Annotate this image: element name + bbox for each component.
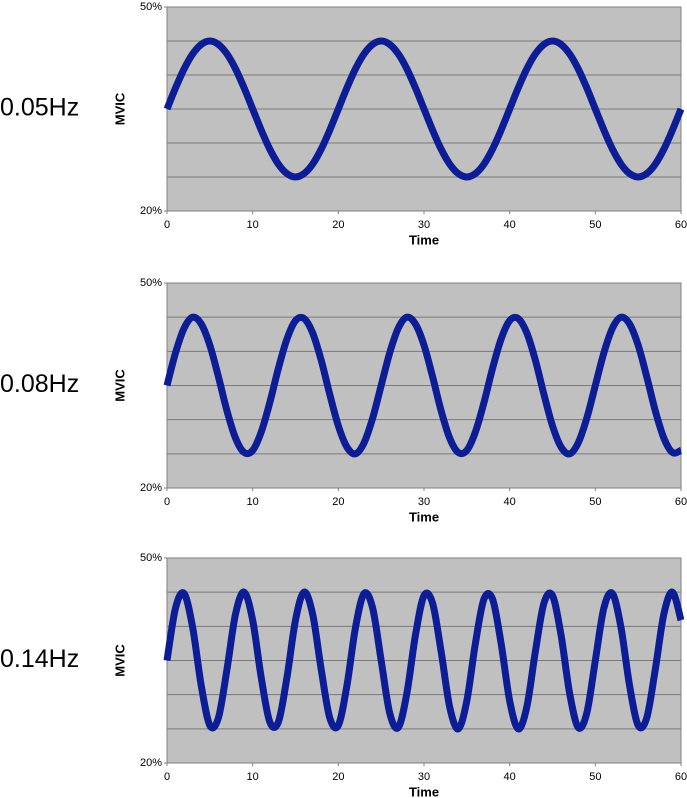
chart-panel: 20% 50% 0 10 20 30 40 50 60 Time MVIC 0.14Hz: [0, 552, 687, 798]
data-line: [163, 313, 683, 458]
x-tick-label: 30: [418, 771, 430, 783]
chart-panel: 20% 50% 0 10 20 30 40 50 60 Time MVIC 0.08Hz: [0, 277, 687, 525]
x-tick-label: 40: [504, 219, 516, 231]
data-line: [163, 588, 685, 733]
x-tick-label: 60: [675, 771, 687, 783]
y-tick-label: 50%: [140, 1, 162, 13]
x-tick-label: 50: [589, 771, 601, 783]
y-tick-label: 50%: [140, 277, 162, 289]
x-tick-label: 20: [332, 771, 344, 783]
data-line: [163, 37, 685, 181]
x-tick-label: 50: [589, 219, 601, 231]
x-axis-title: Time: [409, 509, 439, 524]
x-tick-label: 20: [332, 219, 344, 231]
x-tick-label: 60: [675, 219, 687, 231]
x-axis-title: Time: [409, 232, 439, 247]
y-axis-title: MVIC: [112, 92, 127, 125]
y-axis-title: MVIC: [112, 644, 127, 677]
y-tick-label: 20%: [140, 205, 162, 217]
y-tick-label: 50%: [140, 552, 162, 564]
y-axis-title: MVIC: [112, 369, 127, 402]
x-tick-label: 40: [504, 496, 516, 508]
x-tick-label: 30: [418, 496, 430, 508]
x-tick-label: 10: [247, 771, 259, 783]
x-tick-label: 10: [247, 219, 259, 231]
x-tick-label: 40: [504, 771, 516, 783]
x-tick-label: 30: [418, 219, 430, 231]
y-tick-label: 20%: [140, 482, 162, 494]
x-tick-label: 0: [164, 771, 170, 783]
x-tick-label: 0: [164, 496, 170, 508]
x-tick-label: 10: [247, 496, 259, 508]
chart-panel: 20% 50% 0 10 20 30 40 50 60 Time MVIC 0.05Hz: [0, 1, 687, 248]
y-tick-label: 20%: [140, 757, 162, 769]
frequency-label: 0.14Hz: [0, 645, 79, 673]
x-tick-label: 50: [589, 496, 601, 508]
frequency-label: 0.05Hz: [0, 94, 79, 122]
x-tick-label: 20: [332, 496, 344, 508]
x-tick-label: 0: [164, 219, 170, 231]
x-tick-label: 60: [675, 496, 687, 508]
frequency-label: 0.08Hz: [0, 370, 79, 398]
x-axis-title: Time: [409, 784, 439, 798]
